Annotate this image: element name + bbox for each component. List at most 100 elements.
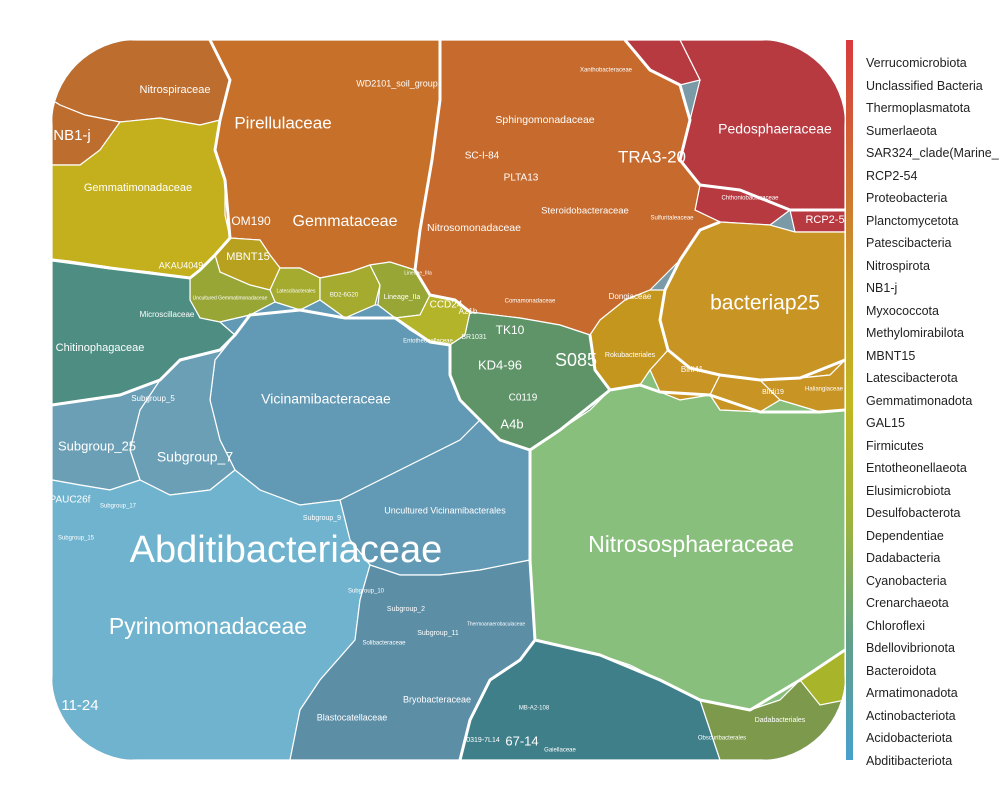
label-dongiaceae: Dongiaceae — [609, 292, 652, 301]
label-rcp2-5: RCP2-5 — [805, 214, 844, 226]
boundary-actino — [458, 639, 537, 760]
label-kd4-96: KD4-96 — [478, 357, 522, 372]
label-xanthobacteraceae: Xanthobacteraceae — [580, 68, 633, 74]
label-wd2101: WD2101_soil_group — [356, 78, 438, 88]
label-a21b: A21b — [459, 307, 478, 316]
label-s085: S085 — [555, 350, 597, 370]
legend-item: Nitrospirota — [866, 258, 930, 273]
label-chthoniobacteraceae: Chthoniobacteraceae — [721, 196, 779, 202]
legend-item: Sumerlaeota — [866, 123, 937, 138]
legend-item: Planctomycetota — [866, 213, 959, 228]
legend-item: MBNT15 — [866, 348, 916, 363]
label-11-24: 11-24 — [61, 697, 98, 714]
label-bd2-6g20: BD2-6G20 — [330, 293, 359, 299]
label-sulfuritaleaceae: Sulfuritaleaceae — [650, 216, 694, 222]
label-gemmataceae: Gemmataceae — [293, 213, 398, 230]
label-microscillaceae: Microscillaceae — [140, 310, 195, 319]
legend-item: Proteobacteria — [866, 191, 948, 205]
legend-item: RCP2-54 — [866, 168, 918, 183]
boundary-bacteroid-top — [52, 258, 111, 270]
legend-item: Myxococcota — [866, 303, 939, 318]
label-pedosphaeraceae: Pedosphaeraceae — [718, 121, 832, 137]
boundary-nitrososph-left — [528, 450, 845, 712]
label-gemmatimonadaceae: Gemmatimonadaceae — [84, 182, 192, 194]
label-comamonadaceae: Comamonadaceae — [505, 299, 556, 305]
legend-item: Crenarchaeota — [866, 596, 949, 610]
boundary-acido-top — [52, 308, 451, 407]
legend-item: Firmicutes — [866, 438, 924, 453]
legend-item: Elusimicrobiota — [866, 483, 951, 498]
label-mb-a2-108: MB-A2-108 — [519, 706, 550, 712]
label-gaiellaceae: Gaiellaceae — [544, 748, 576, 754]
label-bifdi19: BIfdi19 — [762, 389, 784, 396]
legend-item: Gemmatimonadota — [866, 393, 973, 408]
label-subgroup-25: Subgroup_25 — [58, 438, 136, 453]
legend-item: Latescibacterota — [866, 371, 958, 385]
label-bacteriap25: bacteriap25 — [710, 292, 820, 315]
legend: Verrucomicrobiota Unclassified Bacteria Th… — [866, 52, 999, 772]
label-nitrosomonadaceae: Nitrosomonadaceae — [427, 222, 521, 234]
label-vicinamibacteraceae: Vicinamibacteraceae — [261, 391, 391, 407]
label-uncultured-gemmatimonadaceae: Uncultured Gemmatimonadaceae — [193, 295, 268, 301]
boundary-patesci — [658, 220, 845, 382]
label-om190: OM190 — [231, 214, 271, 228]
label-subgroup-5: Subgroup_5 — [131, 394, 175, 403]
legend-item: Verrucomicrobiota — [866, 56, 967, 70]
boundary-planct-proteo — [413, 40, 471, 314]
label-blastocatellaceae: Blastocatellaceae — [317, 712, 388, 722]
label-subgroup-11: Subgroup_11 — [417, 630, 459, 637]
legend-item: Armatimonadota — [866, 686, 958, 700]
legend-color-bar — [846, 40, 853, 760]
label-sphingomonadaceae: Sphingomonadaceae — [495, 114, 594, 126]
label-entotheonellaceae: Entotheonellaceae — [403, 339, 453, 345]
label-subgroup-15: Subgroup_15 — [58, 536, 95, 542]
legend-item: Methylomirabilota — [866, 326, 964, 340]
legend-item: GAL15 — [866, 416, 905, 430]
legend-item: NB1-j — [866, 281, 898, 295]
legend-item: Thermoplasmatota — [866, 101, 971, 115]
label-subgroup-17: Subgroup_17 — [100, 504, 137, 510]
legend-item: Dependentiae — [866, 528, 944, 543]
legend-item: Desulfobacterota — [866, 506, 961, 520]
label-plta13: PLTA13 — [504, 173, 539, 184]
label-pauc26f: PAUC26f — [50, 495, 91, 506]
legend-item: Dadabacteria — [866, 551, 941, 565]
boundary-nitrososph — [529, 383, 845, 452]
legend-item: Patescibacteria — [866, 236, 952, 250]
legend-item: Bacteroidota — [866, 663, 937, 678]
boundary-proteo-verruco — [623, 40, 845, 212]
legend-item: Entotheonellaeota — [866, 461, 967, 475]
label-subgroup-2: Subgroup_2 — [387, 606, 425, 613]
label-67-14: 67-14 — [505, 733, 538, 748]
label-subgroup-9: Subgroup_9 — [303, 515, 341, 522]
boundary-top-groups — [52, 40, 232, 280]
label-mbnt15: MBNT15 — [226, 251, 269, 263]
boundary-rokubact — [588, 334, 612, 391]
label-ccd24: CCD24 — [430, 300, 463, 311]
label-tk10: TK10 — [496, 323, 525, 337]
label-blrii41: Blrii41 — [681, 365, 704, 374]
label-c0119: C0119 — [509, 393, 538, 404]
legend-item: Bdellovibrionota — [866, 641, 955, 655]
label-nb1-j: NB1-j — [53, 127, 91, 144]
legend-item: SAR324_clade(Marine_ — [866, 146, 999, 160]
legend-item: Cyanobacteria — [866, 573, 947, 588]
label-haliangiaceae: Haliangiaceae — [805, 387, 844, 393]
label-pyrinomonadaceae: Pyrinomonadaceae — [109, 613, 307, 639]
legend-item: Abditibacteriota — [866, 753, 953, 768]
label-rokubacteriales: Rokubacteriales — [605, 352, 656, 359]
legend-item: Chloroflexi — [866, 618, 926, 633]
legend-item: Unclassified Bacteria — [866, 78, 983, 93]
label-dadabacteriales: Dadabacteriales — [755, 717, 806, 724]
label-chitinophagaceae: Chitinophagaceae — [56, 342, 145, 354]
label-nitrososphaeraceae: Nitrososphaeraceae — [588, 531, 794, 557]
label-subgroup-10: Subgroup_10 — [348, 589, 385, 595]
label-br1031: BR1031 — [461, 334, 486, 341]
label-solibacteraceae: Solibacteraceae — [362, 641, 406, 647]
label-subgroup-7: Subgroup_7 — [157, 449, 234, 465]
label-thermoanaerobaculaceae: Thermoanaerobaculaceae — [467, 621, 526, 627]
label-abditibacteriaceae: Abditibacteriaceae — [130, 529, 443, 571]
label-latescibacterales: Latescibacterales — [277, 288, 316, 294]
label-tra3-20: TRA3-20 — [618, 147, 686, 166]
